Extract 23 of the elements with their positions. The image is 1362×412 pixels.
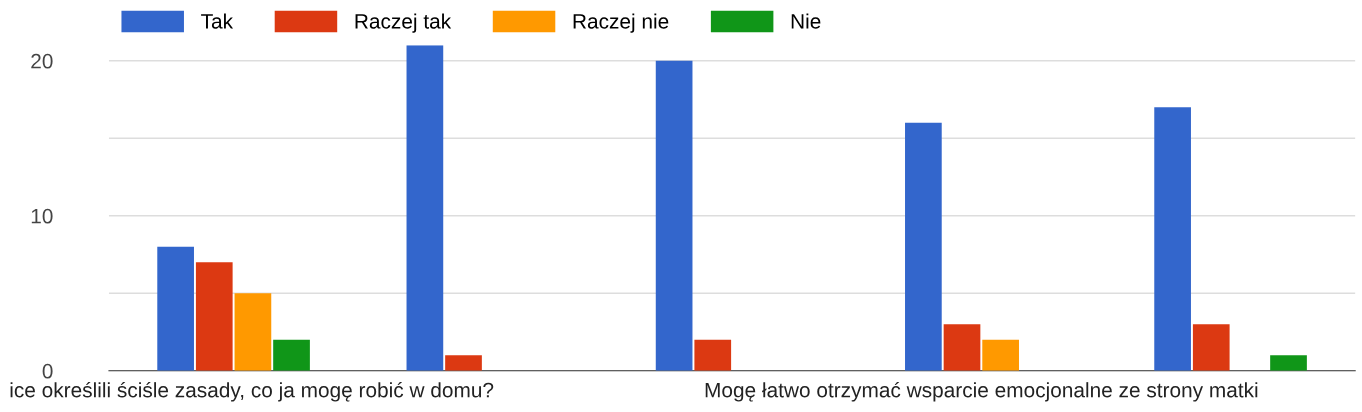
- y-tick-label: 20: [31, 53, 53, 69]
- bar: [982, 339, 1019, 371]
- legend-label: Tak: [201, 13, 234, 29]
- legend-label: Raczej nie: [573, 13, 669, 33]
- legend-label: Raczej tak: [355, 13, 452, 33]
- bar: [943, 324, 981, 371]
- x-tick-label: ice określili ściśle zasady, co ja mogę robić w domu?: [10, 381, 494, 402]
- bar: [1270, 355, 1307, 371]
- bar: [1154, 107, 1191, 371]
- x-tick-label: Mogę łatwo otrzymać wsparcie emocjonalne ze strony matki: [705, 381, 1258, 402]
- bar: [273, 339, 310, 371]
- bar: [234, 293, 272, 371]
- y-tick-label: 0: [42, 363, 53, 379]
- bar: [694, 339, 732, 371]
- bar: [905, 122, 942, 371]
- bar: [157, 246, 194, 371]
- bar: [655, 60, 693, 371]
- legend-label: Nie: [791, 13, 821, 29]
- bar: [406, 45, 444, 371]
- bar: [1192, 324, 1230, 371]
- bar: [195, 262, 233, 371]
- y-tick-label: 10: [31, 208, 53, 224]
- bar: [445, 355, 482, 371]
